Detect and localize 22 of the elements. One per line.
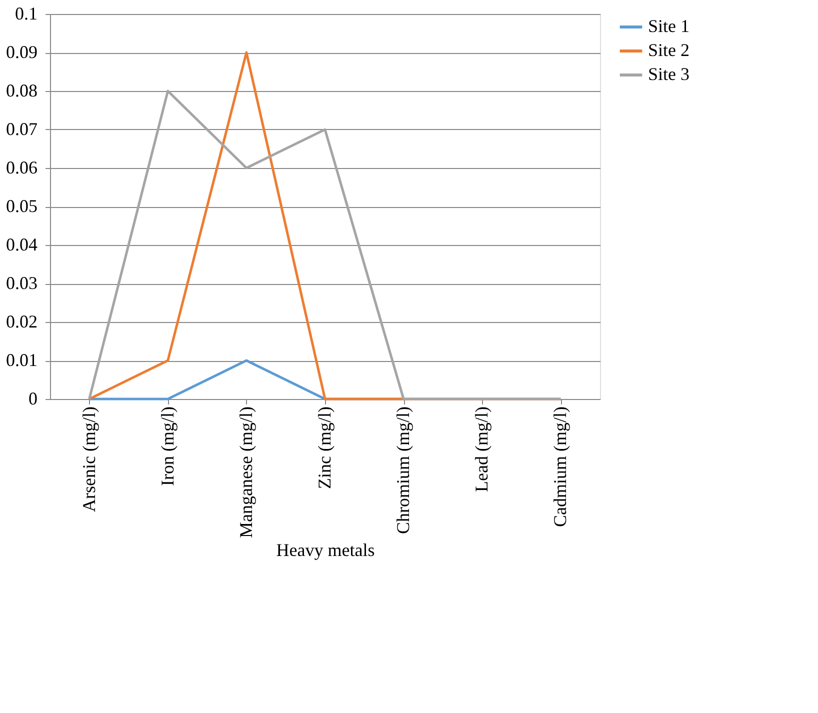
y-tick-label: 0.07 xyxy=(6,119,38,139)
y-tick-label: 0.09 xyxy=(6,42,38,62)
y-tick-label: 0.04 xyxy=(6,234,38,254)
legend-label: Site 2 xyxy=(648,40,690,60)
y-tick-label: 0.05 xyxy=(6,196,38,216)
x-tick-label: Arsenic (mg/l) xyxy=(78,406,99,512)
x-tick-label: Zinc (mg/l) xyxy=(314,406,334,489)
x-tick-label: Iron (mg/l) xyxy=(157,406,178,486)
x-tick-label: Chromium (mg/l) xyxy=(393,406,414,534)
y-tick-label: 0.1 xyxy=(15,4,38,24)
x-tick-label: Manganese (mg/l) xyxy=(236,406,256,538)
y-tick-label: 0.01 xyxy=(6,350,38,370)
y-tick-label: 0.06 xyxy=(6,158,38,178)
x-tick-label: Lead (mg/l) xyxy=(472,406,492,492)
x-tick-label: Cadmium (mg/l) xyxy=(550,406,570,527)
y-tick-label: 0.08 xyxy=(6,80,38,100)
legend-label: Site 1 xyxy=(648,16,690,36)
x-axis-title: Heavy metals xyxy=(276,540,375,560)
y-tick-label: 0 xyxy=(28,388,38,408)
legend-label: Site 3 xyxy=(648,64,690,84)
y-tick-label: 0.02 xyxy=(6,312,38,332)
y-tick-label: 0.03 xyxy=(6,273,38,293)
